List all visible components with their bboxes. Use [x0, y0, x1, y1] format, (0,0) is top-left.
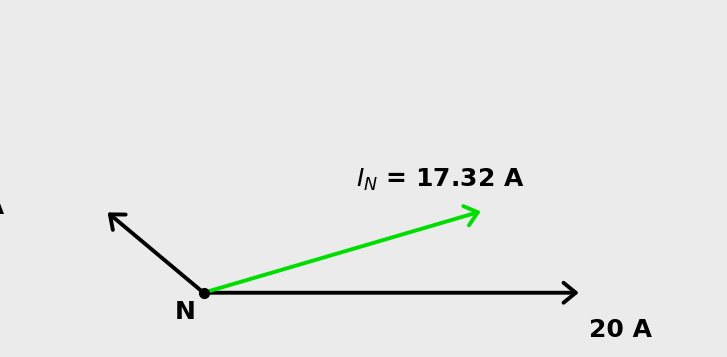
Text: N: N — [175, 300, 196, 325]
Text: 20 A: 20 A — [589, 318, 652, 342]
Text: $I_N$ = 17.32 A: $I_N$ = 17.32 A — [356, 167, 524, 193]
Text: 10 A: 10 A — [0, 195, 4, 219]
